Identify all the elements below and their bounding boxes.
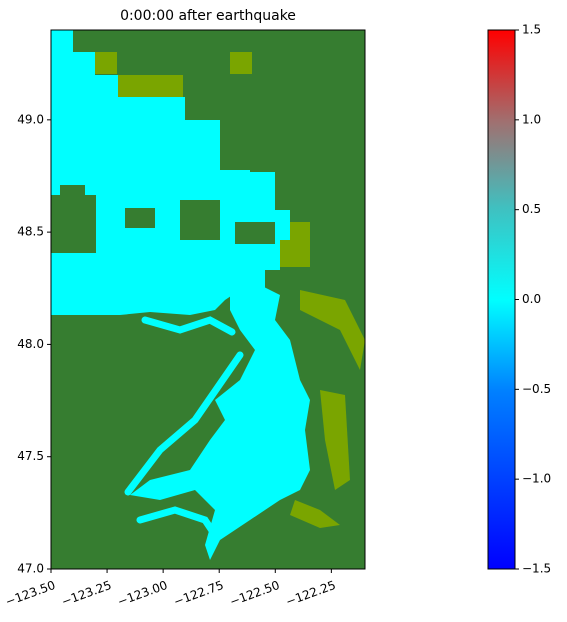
colorbar-tick-label: 0.5 bbox=[522, 202, 541, 216]
x-tick-label: −122.25 bbox=[284, 578, 338, 609]
chart-title: 0:00:00 after earthquake bbox=[120, 8, 296, 24]
y-tick-label: 47.5 bbox=[17, 449, 44, 463]
y-tick-label: 47.0 bbox=[17, 562, 44, 576]
x-tick-label: −122.75 bbox=[172, 578, 226, 609]
x-tick-label: −123.00 bbox=[116, 578, 170, 609]
colorbar-tick-label: 1.0 bbox=[522, 112, 541, 126]
colorbar bbox=[487, 29, 516, 570]
x-tick-label: −122.50 bbox=[228, 578, 282, 609]
x-tick-label: −123.50 bbox=[4, 578, 58, 609]
y-tick-label: 48.0 bbox=[17, 337, 44, 351]
colorbar-tick-label: 1.5 bbox=[522, 23, 541, 37]
map bbox=[51, 30, 365, 569]
x-tick-label: −123.25 bbox=[60, 578, 114, 609]
plot-frame bbox=[50, 29, 366, 570]
colorbar-tick-label: −0.5 bbox=[522, 382, 551, 396]
colorbar-tick-label: 0.0 bbox=[522, 292, 541, 306]
y-tick-label: 48.5 bbox=[17, 225, 44, 239]
colorbar-tick-label: −1.0 bbox=[522, 472, 551, 486]
y-tick-label: 49.0 bbox=[17, 112, 44, 126]
colorbar-tick-label: −1.5 bbox=[522, 562, 551, 576]
